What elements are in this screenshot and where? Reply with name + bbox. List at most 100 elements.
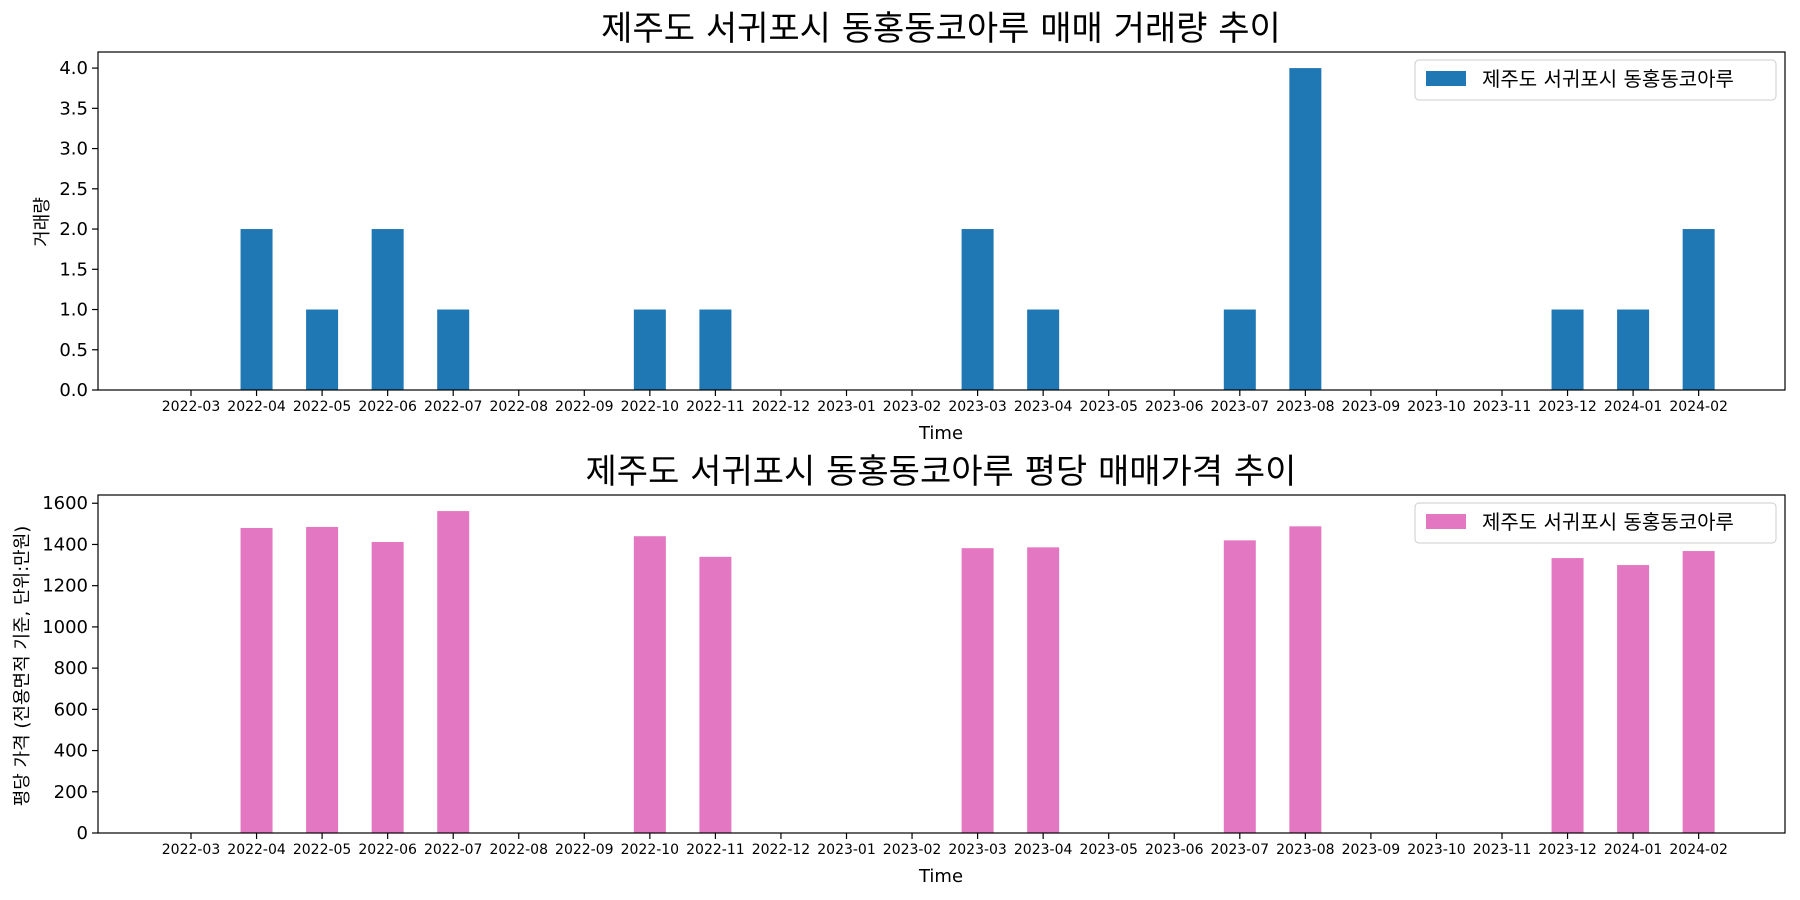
price-bar-2022-07 <box>437 511 470 833</box>
volume-ytick-label: 1.0 <box>59 300 88 321</box>
volume-xtick-label: 2023-02 <box>883 399 942 415</box>
volume-legend-label: 제주도 서귀포시 동홍동코아루 <box>1482 67 1734 91</box>
volume-xtick-label: 2022-04 <box>227 399 286 415</box>
volume-ytick-label: 1.5 <box>59 259 88 280</box>
volume-xtick-label: 2022-11 <box>686 399 745 415</box>
price-chart-legend: 제주도 서귀포시 동홍동코아루 <box>1414 502 1777 544</box>
price-xtick-label: 2023-02 <box>883 842 942 858</box>
price-xtick-label: 2022-12 <box>752 842 811 858</box>
volume-bar-2023-07 <box>1223 309 1256 390</box>
price-xtick-label: 2022-04 <box>227 842 286 858</box>
volume-xtick-label: 2022-09 <box>555 399 614 415</box>
volume-xtick-label: 2023-09 <box>1342 399 1401 415</box>
price-bar-2022-11 <box>699 556 732 833</box>
price-chart-ylabel: 평당 가격 (전용면적 기준, 단위:만원) <box>12 526 33 807</box>
volume-xtick-label: 2024-01 <box>1604 399 1663 415</box>
price-xtick-label: 2022-09 <box>555 842 614 858</box>
price-xtick-label: 2023-05 <box>1079 842 1138 858</box>
price-ytick-label: 1600 <box>42 493 88 514</box>
price-xtick-label: 2022-06 <box>358 842 417 858</box>
price-xtick-label: 2024-02 <box>1669 842 1728 858</box>
volume-chart-legend: 제주도 서귀포시 동홍동코아루 <box>1414 59 1777 101</box>
volume-xtick-label: 2023-05 <box>1079 399 1138 415</box>
volume-xtick-label: 2023-01 <box>817 399 876 415</box>
price-xtick-label: 2022-07 <box>424 842 483 858</box>
price-ytick-label: 600 <box>54 699 88 720</box>
price-legend-swatch <box>1426 514 1466 529</box>
volume-xtick-label: 2022-08 <box>490 399 549 415</box>
volume-xtick-label: 2023-10 <box>1407 399 1466 415</box>
volume-xtick-label: 2022-05 <box>293 399 352 415</box>
volume-bar-2023-12 <box>1551 309 1584 390</box>
volume-xtick-label: 2023-12 <box>1538 399 1597 415</box>
volume-xtick-label: 2023-07 <box>1211 399 1270 415</box>
volume-legend-swatch <box>1426 71 1466 86</box>
volume-ytick-label: 4.0 <box>59 58 88 79</box>
price-bar-2022-06 <box>371 541 404 833</box>
volume-chart-xlabel: Time <box>918 423 963 444</box>
price-bar-2023-08 <box>1289 526 1322 833</box>
price-bar-2022-04 <box>240 527 273 833</box>
volume-xtick-label: 2023-11 <box>1473 399 1532 415</box>
price-chart-xlabel: Time <box>918 866 963 887</box>
price-xtick-label: 2023-07 <box>1211 842 1270 858</box>
price-ytick-label: 1200 <box>42 576 88 597</box>
price-legend-label: 제주도 서귀포시 동홍동코아루 <box>1482 510 1734 534</box>
price-ytick-label: 1400 <box>42 534 88 555</box>
price-chart-title: 제주도 서귀포시 동홍동코아루 평당 매매가격 추이 <box>586 452 1297 492</box>
price-xtick-label: 2023-03 <box>948 842 1007 858</box>
price-xtick-label: 2022-08 <box>490 842 549 858</box>
volume-ytick-label: 2.5 <box>59 179 88 200</box>
volume-ytick-label: 0.0 <box>59 380 88 401</box>
price-bar-2022-10 <box>633 536 666 833</box>
volume-ytick-label: 2.0 <box>59 219 88 240</box>
price-xtick-label: 2023-06 <box>1145 842 1204 858</box>
volume-chart-axes-frame <box>97 51 1786 391</box>
volume-bar-2022-06 <box>371 229 404 390</box>
price-bar-2023-04 <box>1027 547 1060 833</box>
volume-legend-box <box>1414 59 1777 101</box>
price-xtick-label: 2023-10 <box>1407 842 1466 858</box>
volume-ytick-label: 0.5 <box>59 340 88 361</box>
price-xtick-label: 2022-11 <box>686 842 745 858</box>
volume-xtick-label: 2022-12 <box>752 399 811 415</box>
volume-xtick-label: 2024-02 <box>1669 399 1728 415</box>
price-ytick-label: 0 <box>77 823 88 844</box>
volume-bar-2022-10 <box>633 309 666 390</box>
price-xtick-label: 2023-09 <box>1342 842 1401 858</box>
price-bar-2024-01 <box>1617 565 1650 833</box>
price-xtick-label: 2024-01 <box>1604 842 1663 858</box>
volume-bar-2022-11 <box>699 309 732 390</box>
volume-bar-2022-05 <box>306 309 339 390</box>
price-xtick-label: 2023-08 <box>1276 842 1335 858</box>
volume-bar-2022-07 <box>437 309 470 390</box>
price-xtick-label: 2023-11 <box>1473 842 1532 858</box>
price-legend-box <box>1414 502 1777 544</box>
volume-xtick-label: 2022-10 <box>621 399 680 415</box>
price-xtick-label: 2022-03 <box>162 842 221 858</box>
volume-bar-2023-08 <box>1289 68 1322 390</box>
volume-bar-2024-01 <box>1617 309 1650 390</box>
price-bar-2024-02 <box>1682 551 1715 833</box>
volume-xtick-label: 2022-03 <box>162 399 221 415</box>
price-bar-2023-07 <box>1223 540 1256 833</box>
volume-xtick-label: 2023-08 <box>1276 399 1335 415</box>
price-xtick-label: 2022-10 <box>621 842 680 858</box>
price-ytick-label: 1000 <box>42 617 88 638</box>
volume-chart-ylabel: 거래량 <box>32 197 53 247</box>
volume-ytick-label: 3.5 <box>59 98 88 119</box>
price-ytick-label: 200 <box>54 782 88 803</box>
price-chart: 제주도 서귀포시 동홍동코아루 평당 매매가격 추이 Time 평당 가격 (전… <box>12 452 1786 887</box>
volume-xtick-label: 2023-03 <box>948 399 1007 415</box>
volume-bar-2023-04 <box>1027 309 1060 390</box>
price-xtick-label: 2022-05 <box>293 842 352 858</box>
volume-ytick-label: 3.0 <box>59 139 88 160</box>
volume-bar-2023-03 <box>961 229 994 390</box>
price-ytick-label: 400 <box>54 741 88 762</box>
price-bar-2023-12 <box>1551 558 1584 833</box>
price-ytick-label: 800 <box>54 658 88 679</box>
volume-xtick-label: 2022-06 <box>358 399 417 415</box>
volume-bar-2024-02 <box>1682 229 1715 390</box>
volume-xtick-label: 2023-04 <box>1014 399 1073 415</box>
